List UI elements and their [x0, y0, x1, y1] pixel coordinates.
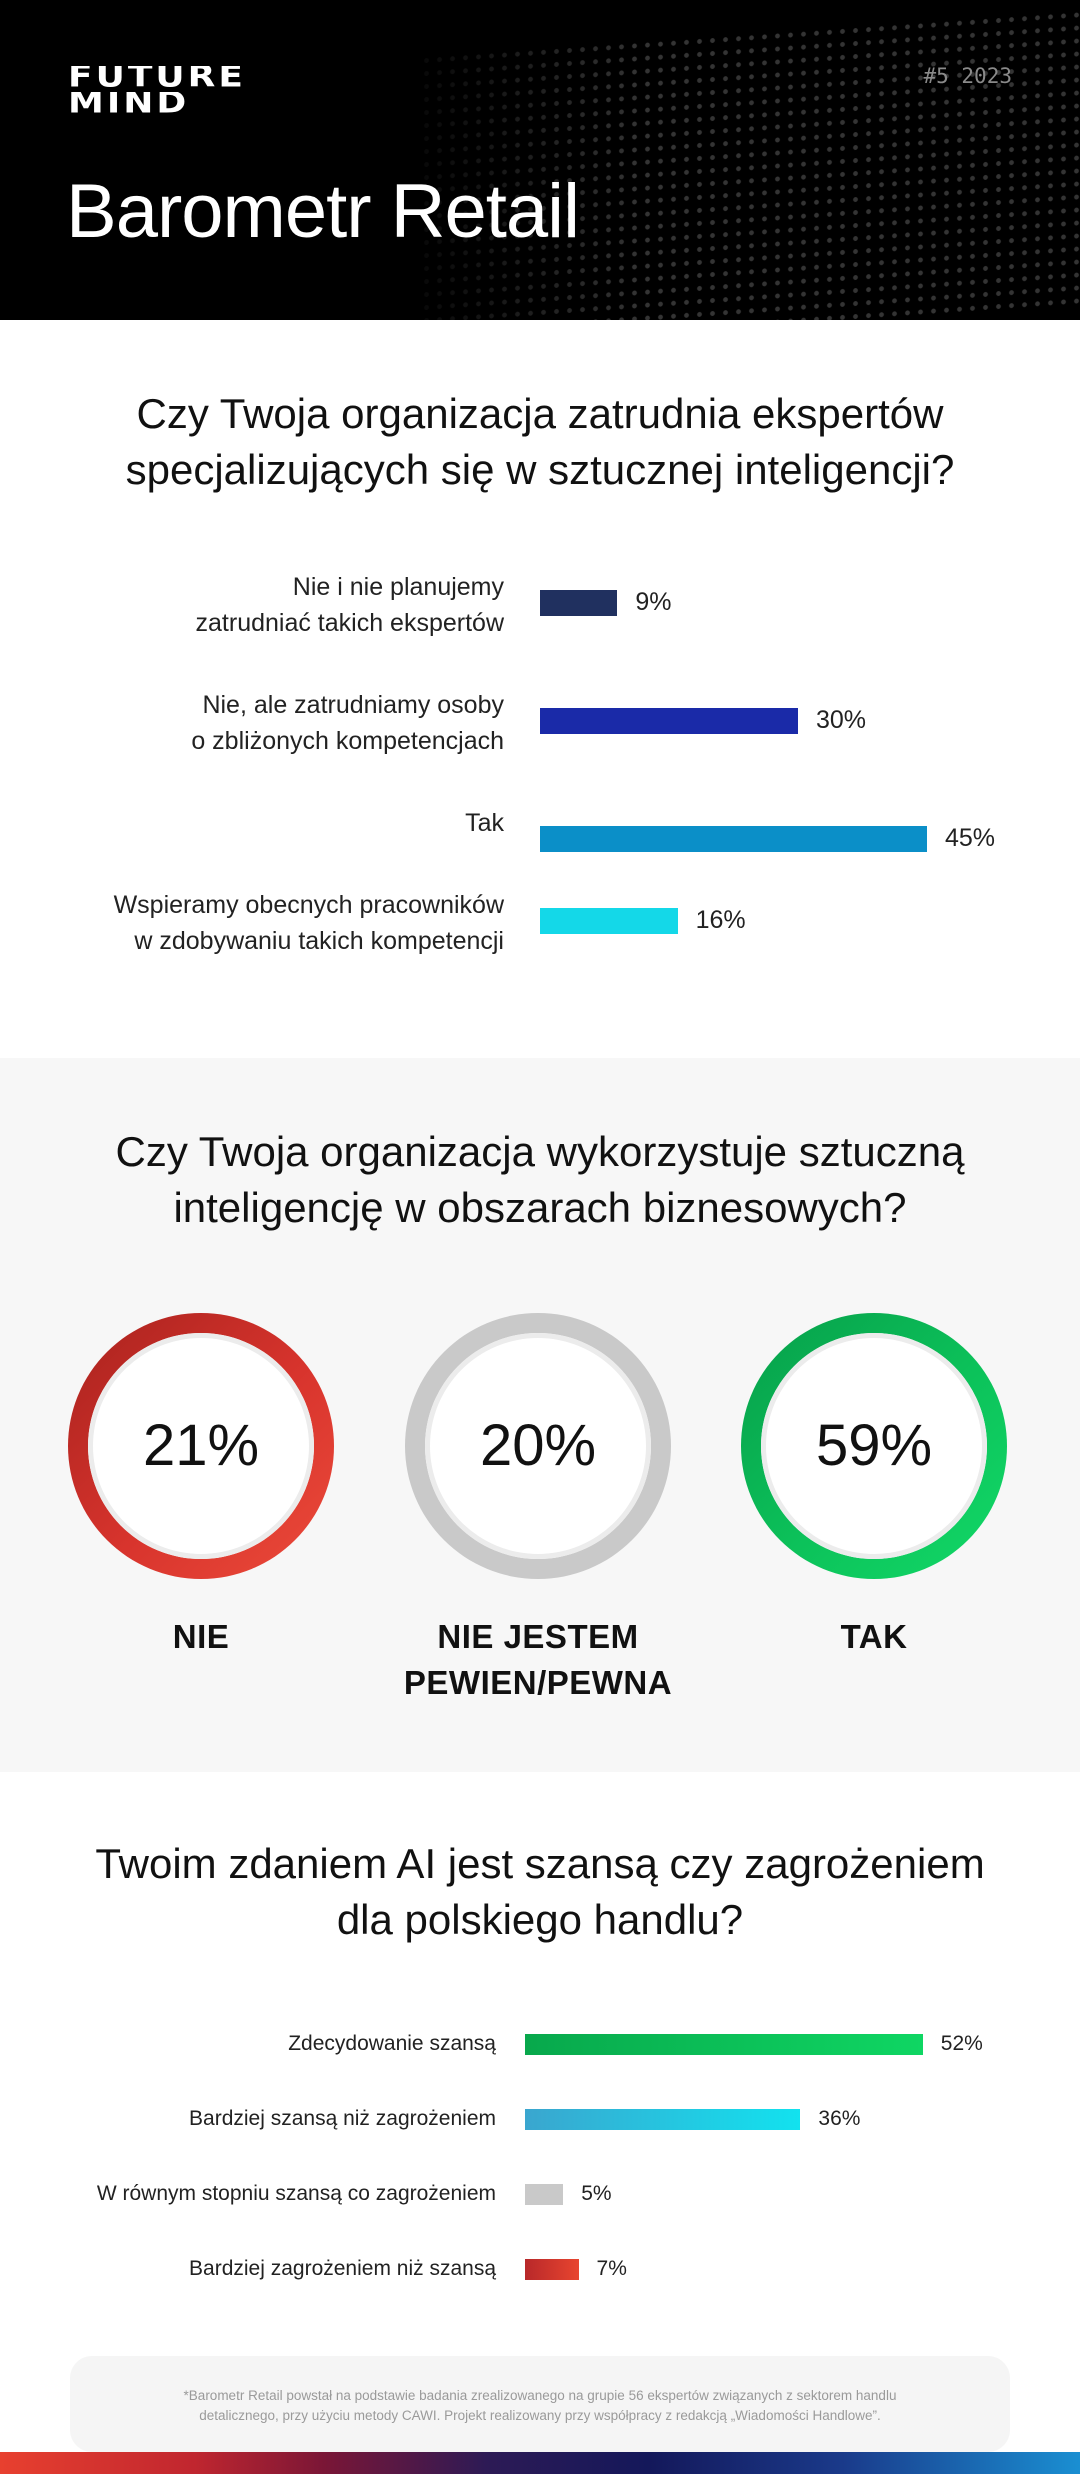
chart1-category-label: Nie i nie planujemy zatrudniać takich eks… [195, 573, 504, 637]
chart1-bar [540, 590, 618, 616]
chart3-category-label: W równym stopniu szansą co zagrożeniem [96, 2182, 496, 2205]
chart1-category-label: Tak [465, 809, 504, 837]
header: FUTURE MIND #5 2023 Barometr Retail [0, 0, 1080, 320]
chart1-row: Wspieramy obecnych pracowników w zdobywan… [0, 884, 1080, 964]
ring-chart-tak: 59% [741, 1313, 1007, 1579]
chart3-row: W równym stopniu szansą co zagrożeniem 5… [0, 2179, 1080, 2219]
logo-text-line1: FUTURE [68, 66, 246, 89]
chart1-category-label: Nie, ale zatrudniamy osoby o zbliżonych k… [191, 691, 504, 755]
chart1-row: Tak 45% [0, 802, 1080, 882]
chart3-value-label: 52% [940, 2032, 983, 2055]
chart1-bar [540, 908, 678, 934]
logo-text-line2: MIND [68, 92, 190, 115]
chart3-value-label: 7% [596, 2257, 627, 2280]
chart3-category-label: Bardziej szansą niż zagrożeniem [189, 2107, 496, 2130]
ring-label-nie: NIE [172, 1618, 230, 1655]
chart1-bar [540, 708, 798, 734]
chart1-row: Nie, ale zatrudniamy osoby o zbliżonych k… [0, 684, 1080, 764]
chart3-category-label: Bardziej zagrożeniem niż szansą [189, 2257, 496, 2280]
question-1-title: Czy Twoja organizacja zatrudnia ekspertó… [125, 390, 955, 493]
ring-chart-nie-jestem-pewien: 20% [405, 1313, 671, 1579]
chart3-row: Bardziej szansą niż zagrożeniem 36% [0, 2104, 1080, 2144]
ring-value: 59% [815, 1413, 933, 1478]
chart3-category-label: Zdecydowanie szansą [288, 2032, 496, 2055]
chart1-value-label: 16% [695, 906, 746, 934]
footnote-text: *Barometr Retail powstał na podstawie ba… [183, 2388, 897, 2423]
chart1-row: Nie i nie planujemy zatrudniać takich eks… [0, 566, 1080, 646]
ring-value: 21% [142, 1413, 260, 1478]
chart1-value-label: 9% [635, 588, 672, 616]
chart3-row: Bardziej zagrożeniem niż szansą 7% [0, 2254, 1080, 2294]
ring-label-tak: TAK [840, 1618, 908, 1655]
chart3-bar [525, 2109, 801, 2130]
chart3-row: Zdecydowanie szansą 52% [0, 2029, 1080, 2069]
edition-label: #5 2023 [923, 64, 1012, 88]
question-2-title: Czy Twoja organizacja wykorzystuje sztuc… [115, 1128, 965, 1231]
chart1-bar [540, 826, 927, 852]
ring-label-nie-jestem-pewien: NIE JESTEM PEWIEN/PEWNA [403, 1618, 673, 1701]
chart1-value-label: 30% [816, 706, 867, 734]
page-title: Barometr Retail [66, 169, 580, 254]
chart3-value-label: 5% [581, 2182, 612, 2205]
chart1-value-label: 45% [945, 824, 996, 852]
ring-chart-nie: 21% [68, 1313, 334, 1579]
question-3-title: Twoim zdaniem AI jest szansą czy zagroże… [95, 1840, 985, 1943]
chart1-category-label: Wspieramy obecnych pracowników w zdobywan… [113, 891, 504, 955]
chart3-value-label: 36% [818, 2107, 861, 2130]
futuremind-logo: FUTURE MIND [68, 66, 304, 118]
chart3-bar [525, 2034, 923, 2055]
gradient-bottom-strip [0, 2452, 1080, 2474]
chart3-bar [525, 2184, 564, 2205]
ring-value: 20% [479, 1413, 597, 1478]
chart3-bar [525, 2259, 579, 2280]
footnote-box: *Barometr Retail powstał na podstawie ba… [70, 2356, 1010, 2452]
